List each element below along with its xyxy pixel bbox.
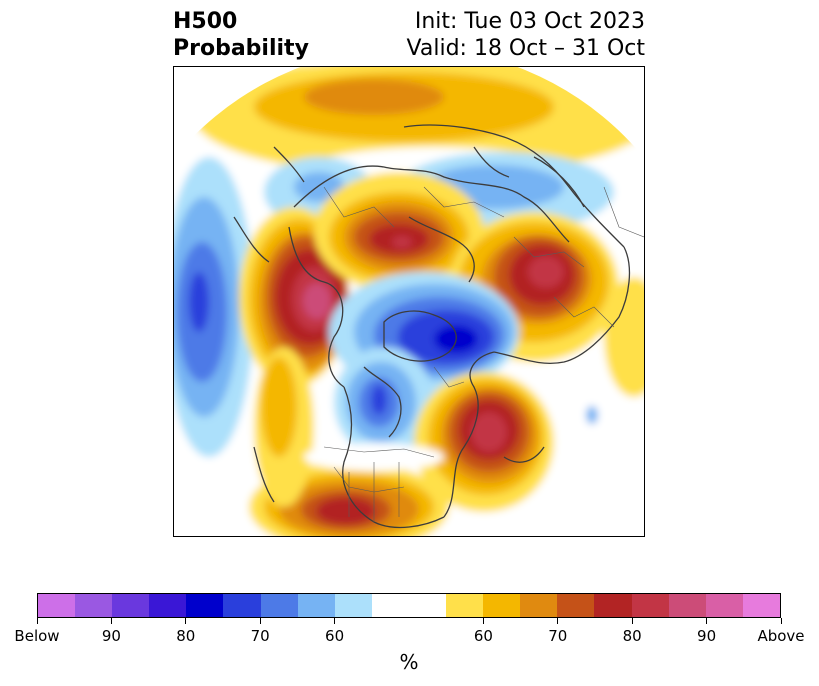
colorbar-tick-label: 60 bbox=[473, 627, 493, 645]
colorbar-tick bbox=[110, 618, 112, 624]
title-line-product: Probability bbox=[173, 36, 309, 61]
colorbar-swatch bbox=[38, 594, 76, 617]
colorbar-tick-label: 90 bbox=[697, 627, 717, 645]
colorbar-tick bbox=[706, 618, 708, 624]
colorbar-tick-label: 80 bbox=[176, 627, 196, 645]
init-date-label: Init: Tue 03 Oct 2023 bbox=[414, 9, 645, 34]
colorbar bbox=[37, 593, 781, 618]
colorbar-swatch bbox=[371, 594, 409, 617]
colorbar-tick-label: 70 bbox=[548, 627, 568, 645]
colorbar-tick-label: 90 bbox=[101, 627, 121, 645]
colorbar-tick-label: Above bbox=[757, 627, 805, 645]
colorbar-swatch bbox=[483, 594, 521, 617]
title-line-variable: H500 bbox=[173, 9, 238, 34]
colorbar-tick bbox=[259, 618, 261, 624]
colorbar-tick bbox=[557, 618, 559, 624]
colorbar-swatch bbox=[668, 594, 706, 617]
colorbar-unit-label: % bbox=[399, 650, 419, 674]
colorbar-swatch bbox=[520, 594, 558, 617]
colorbar-swatch bbox=[297, 594, 335, 617]
map-title-variable: H500 Probability bbox=[173, 8, 309, 62]
probability-fields bbox=[174, 67, 644, 536]
colorbar-swatch bbox=[557, 594, 595, 617]
colorbar-swatch bbox=[223, 594, 261, 617]
map-title-dates: Init: Tue 03 Oct 2023 Valid: 18 Oct – 31… bbox=[407, 8, 645, 62]
colorbar-tick bbox=[780, 618, 782, 624]
colorbar-swatch bbox=[705, 594, 743, 617]
colorbar-tick bbox=[631, 618, 633, 624]
colorbar-swatch bbox=[631, 594, 669, 617]
colorbar-tick-label: 70 bbox=[250, 627, 270, 645]
colorbar-swatch bbox=[186, 594, 224, 617]
probability-map bbox=[173, 66, 645, 537]
colorbar-swatch bbox=[408, 594, 447, 617]
colorbar-tick bbox=[482, 618, 484, 624]
colorbar-tick-label: Below bbox=[14, 627, 60, 645]
colorbar-swatch bbox=[75, 594, 113, 617]
colorbar-tick bbox=[334, 618, 336, 624]
colorbar-tick-label: 60 bbox=[325, 627, 345, 645]
colorbar-tick bbox=[185, 618, 187, 624]
colorbar-swatch bbox=[260, 594, 298, 617]
map-svg bbox=[174, 67, 644, 536]
colorbar-tick-label: 80 bbox=[622, 627, 642, 645]
colorbar-swatch bbox=[446, 594, 484, 617]
colorbar-swatch bbox=[594, 594, 632, 617]
valid-range-label: Valid: 18 Oct – 31 Oct bbox=[406, 36, 645, 61]
colorbar-tick bbox=[36, 618, 38, 624]
colorbar-swatch bbox=[334, 594, 372, 617]
country-border-lines bbox=[323, 186, 644, 522]
colorbar-swatch bbox=[112, 594, 150, 617]
colorbar-swatch bbox=[742, 594, 780, 617]
coastline-lines bbox=[233, 124, 631, 529]
colorbar-swatch bbox=[149, 594, 187, 617]
